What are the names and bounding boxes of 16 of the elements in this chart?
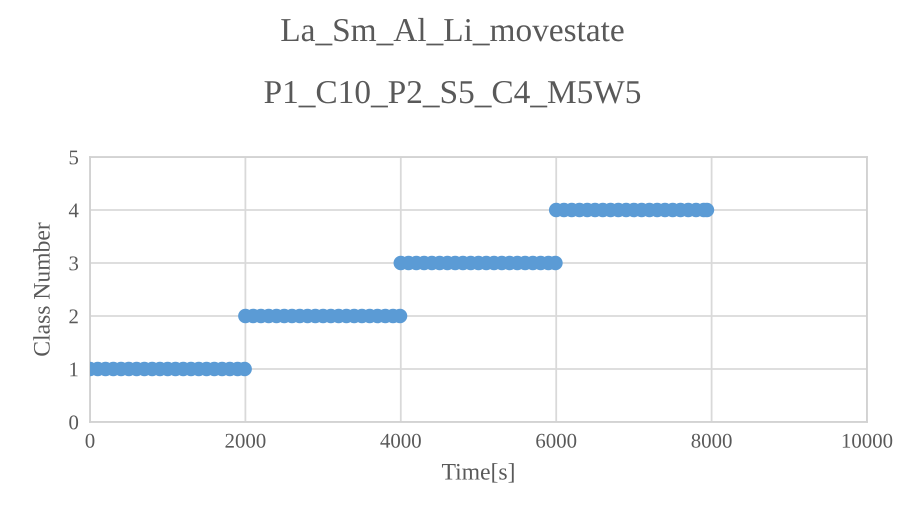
x-tick-label: 4000 — [380, 434, 421, 448]
x-tick-label: 0 — [86, 434, 94, 448]
chart-title: La_Sm_Al_Li_movestate — [281, 18, 624, 46]
y-axis-title: Class Number — [33, 222, 50, 356]
x-tick-label: 2000 — [225, 434, 266, 448]
y-tick-label: 3 — [69, 256, 78, 270]
x-tick-label: 6000 — [536, 434, 576, 448]
x-tick-label: 8000 — [692, 434, 732, 448]
x-axis-title: Time[s] — [442, 463, 514, 483]
y-tick-label: 2 — [69, 309, 78, 324]
y-tick-label: 0 — [69, 415, 78, 430]
y-tick-label: 5 — [70, 150, 78, 164]
y-tick-label: 1 — [70, 362, 78, 376]
y-tick-label: 4 — [68, 204, 79, 218]
x-tick-label: 10000 — [842, 434, 892, 448]
chart-subtitle: P1_C10_P2_S5_C4_M5W5 — [264, 80, 640, 108]
